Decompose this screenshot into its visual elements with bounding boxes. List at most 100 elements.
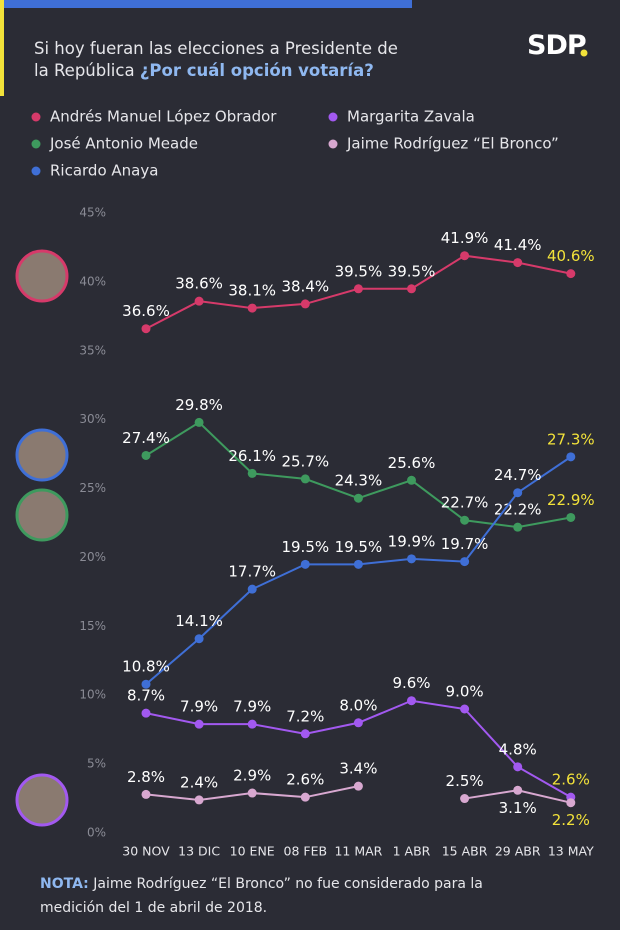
note-label: NOTA: [40,876,89,892]
x-tick-label: 11 MAR [334,844,382,859]
logo: SDP [527,30,587,61]
data-point [566,798,576,808]
data-point [353,718,363,728]
x-tick-label: 1 ABR [393,844,431,859]
data-label: 7.9% [233,698,271,716]
data-point [194,634,204,644]
data-label: 3.1% [499,799,537,817]
data-label: 19.5% [281,538,329,556]
data-label: 9.6% [392,674,430,692]
y-tick-label: 0% [87,826,106,840]
y-tick-label: 25% [79,481,106,495]
legend-marker [31,112,41,122]
data-label: 29.8% [175,396,223,414]
y-tick-label: 10% [79,688,106,702]
data-label: 7.2% [286,707,324,725]
x-tick-label: 08 FEB [284,844,328,859]
x-tick-label: 10 ENE [230,844,275,859]
data-point [141,789,151,799]
data-point [141,324,151,334]
avatar [15,773,69,827]
data-label: 40.6% [547,247,595,265]
data-label: 3.4% [339,760,377,778]
legend-label: José Antonio Meade [49,135,198,153]
data-label: 10.8% [122,658,170,676]
data-label: 19.5% [335,538,383,556]
y-tick-label: 45% [79,206,106,220]
title-highlight: ¿Por cuál opción votaría? [139,61,374,80]
data-label: 2.6% [286,771,324,789]
data-point [247,719,257,729]
x-tick-label: 15 ABR [442,844,488,859]
side-bar [0,0,4,96]
data-label: 2.5% [446,772,484,790]
data-label: 8.0% [339,696,377,714]
data-label: 22.2% [494,501,542,519]
data-label: 27.3% [547,430,595,448]
data-point [353,781,363,791]
data-label: 24.7% [494,466,542,484]
data-label: 9.0% [446,683,484,701]
data-label: 19.7% [441,535,489,553]
data-point [513,785,523,795]
y-tick-label: 30% [79,412,106,426]
data-point [247,788,257,798]
legend-label: Andrés Manuel López Obrador [50,108,277,126]
data-point [407,475,416,485]
legend-label: Ricardo Anaya [50,162,158,180]
data-point [247,468,257,478]
y-tick-label: 40% [79,274,106,288]
data-point [194,795,204,805]
data-label: 14.1% [175,612,223,630]
avatars [15,249,69,827]
x-tick-label: 29 ABR [495,844,541,859]
data-point [460,704,470,714]
data-point [460,557,470,567]
data-label: 17.7% [228,563,276,581]
data-label: 2.6% [552,771,590,789]
data-point [141,679,151,689]
data-label: 2.2% [552,811,590,829]
y-tick-label: 15% [79,619,106,633]
data-point [194,296,204,306]
data-label: 36.6% [122,302,170,320]
data-label: 25.6% [388,454,436,472]
data-point [300,474,310,484]
legend-marker [328,139,338,149]
data-point [460,515,470,525]
note: NOTA: Jaime Rodríguez “El Bronco” no fue… [40,872,540,920]
data-point [247,303,257,313]
data-point [247,584,257,594]
data-label: 41.9% [441,229,489,247]
data-point [141,708,151,718]
data-point [300,792,310,802]
data-label: 22.9% [547,491,595,509]
data-point [460,794,470,804]
avatar [15,249,69,303]
data-label: 38.6% [175,275,223,293]
data-label: 19.9% [388,532,436,550]
x-tick-label: 13 DIC [178,844,220,859]
top-bar [0,0,412,8]
data-point [566,512,576,522]
data-point [407,284,416,294]
data-point [513,488,523,498]
data-label: 4.8% [499,740,537,758]
data-label: 38.4% [281,277,329,295]
title-text: Si hoy fueran las elecciones a President… [34,39,398,80]
data-point [353,493,363,503]
data-point [566,269,576,279]
data-label: 25.7% [281,452,329,470]
data-point [300,559,310,569]
data-label: 26.1% [228,447,276,465]
data-point [194,719,204,729]
data-point [460,251,470,261]
title: Si hoy fueran las elecciones a President… [34,38,404,82]
data-point [300,729,310,739]
data-point [353,284,363,294]
data-label: 39.5% [335,262,383,280]
data-label: 2.8% [127,768,165,786]
series-line [145,456,572,685]
data-point [513,522,523,532]
